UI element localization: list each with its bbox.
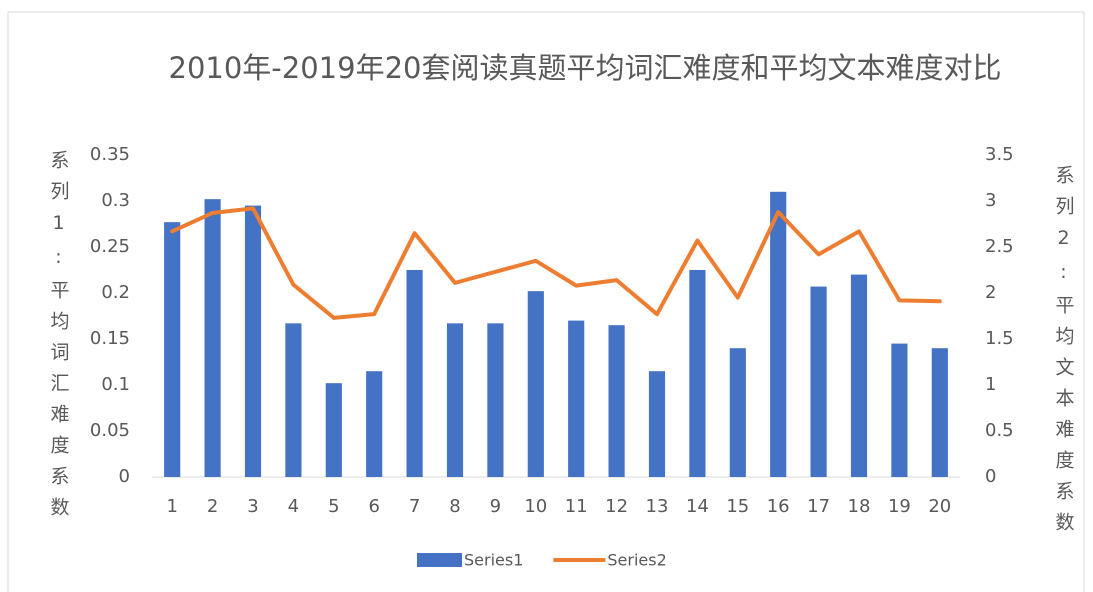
legend-swatch — [417, 553, 462, 567]
y-tick-label: 0.15 — [90, 328, 130, 349]
x-tick-label: 10 — [524, 496, 547, 517]
y-tick-label: 0.05 — [90, 420, 130, 441]
y2-tick-label: 1.5 — [985, 328, 1014, 349]
bar — [931, 348, 948, 477]
bar — [568, 320, 585, 477]
bar — [648, 371, 666, 477]
x-tick-label: 1 — [166, 496, 177, 517]
x-tick-label: 8 — [449, 496, 460, 517]
x-tick-label: 16 — [767, 496, 790, 517]
y2-tick-label: 2 — [985, 282, 996, 303]
bar — [285, 323, 302, 477]
y2-tick-label: 2.5 — [985, 236, 1014, 257]
legend-label: Series1 — [464, 551, 523, 570]
x-tick-label: 12 — [605, 496, 628, 517]
bar — [446, 323, 464, 477]
y2-tick-label: 3 — [985, 190, 996, 211]
bar — [729, 348, 746, 477]
line — [170, 206, 942, 320]
legend-label: Series2 — [607, 551, 666, 570]
bar — [527, 291, 544, 477]
y-tick-label: 0.1 — [101, 374, 130, 395]
bar — [810, 286, 827, 477]
bar — [891, 343, 908, 477]
y-tick-label: 0 — [119, 466, 130, 487]
bar — [366, 371, 383, 477]
y2-axis-title: 系列2:平均文本难度系数 — [1053, 165, 1075, 543]
bar — [244, 205, 262, 477]
x-tick-label: 2 — [207, 496, 218, 517]
bar — [850, 274, 868, 477]
x-tick-label: 11 — [565, 496, 588, 517]
x-tick-label: 5 — [328, 496, 339, 517]
bar — [406, 270, 423, 477]
x-tick-label: 4 — [288, 496, 299, 517]
x-tick-label: 20 — [928, 496, 951, 517]
y-tick-label: 0.3 — [101, 190, 130, 211]
bar — [325, 383, 342, 477]
y-tick-label: 0.25 — [90, 236, 130, 257]
bar — [689, 270, 706, 477]
x-tick-label: 13 — [646, 496, 669, 517]
y-tick-label: 0.35 — [90, 144, 130, 165]
y2-tick-label: 0 — [985, 466, 996, 487]
x-tick-label: 18 — [848, 496, 871, 517]
chart-title: 2010年-2019年20套阅读真题平均词汇难度和平均文本难度对比 — [168, 51, 1002, 85]
x-tick-label: 6 — [368, 496, 379, 517]
y-axis-title: 系列1:平均词汇难度系数 — [48, 150, 70, 528]
bar — [608, 325, 625, 477]
y2-tick-label: 1 — [985, 374, 996, 395]
y2-tick-label: 3.5 — [985, 144, 1014, 165]
x-tick-label: 14 — [686, 496, 709, 517]
x-tick-label: 3 — [247, 496, 258, 517]
bar — [204, 199, 221, 477]
x-tick-label: 7 — [409, 496, 420, 517]
bar — [164, 222, 181, 477]
bar — [770, 191, 787, 478]
bar — [487, 323, 504, 477]
y-tick-label: 0.2 — [101, 282, 130, 303]
y2-tick-label: 0.5 — [985, 420, 1014, 441]
x-tick-label: 9 — [490, 496, 501, 517]
x-tick-label: 17 — [807, 496, 830, 517]
x-tick-label: 15 — [726, 496, 749, 517]
x-tick-label: 19 — [888, 496, 911, 517]
